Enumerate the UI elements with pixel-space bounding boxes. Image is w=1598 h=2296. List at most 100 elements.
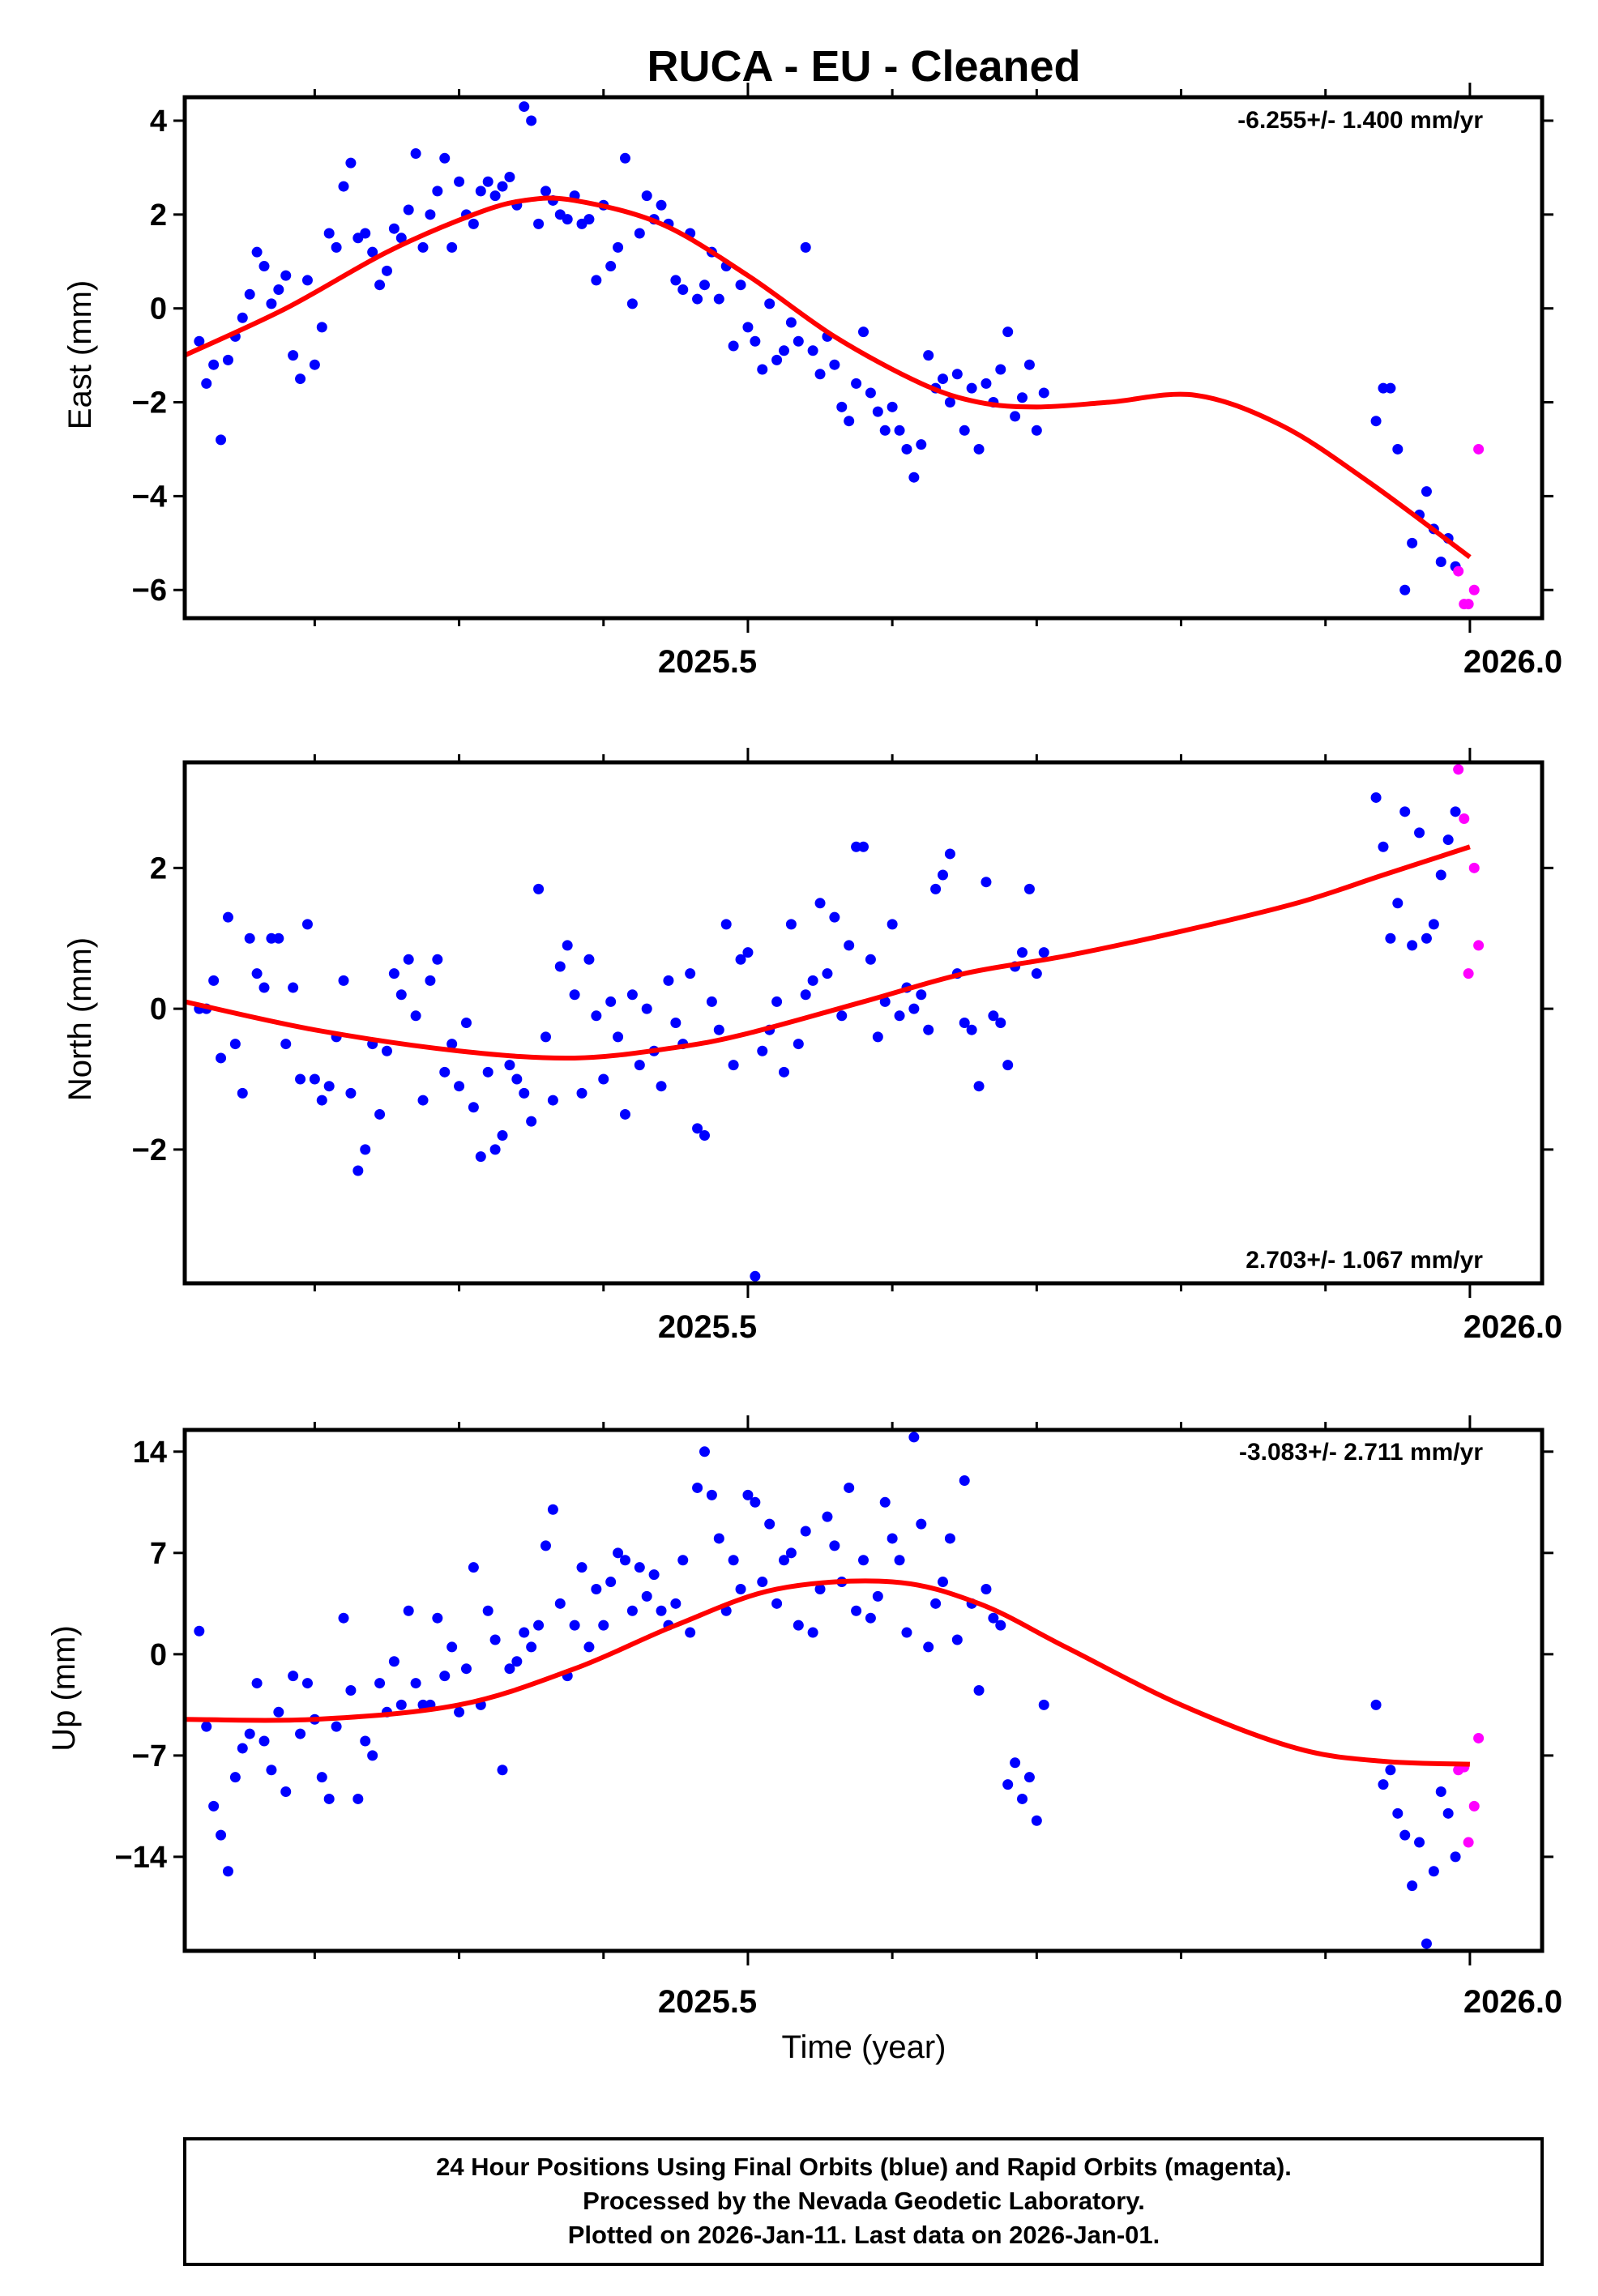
fit-curve: [185, 1578, 1470, 1767]
rate-label-north: 2.703+/- 1.067 mm/yr: [1246, 1247, 1483, 1274]
data-point-final: [626, 1605, 638, 1616]
data-point-final: [374, 1108, 386, 1120]
data-point-final: [273, 1706, 284, 1718]
data-point-final: [562, 214, 573, 225]
data-point-final: [1031, 1815, 1042, 1826]
data-point-final: [923, 1024, 934, 1035]
data-point-final: [374, 1678, 386, 1689]
data-point-final: [764, 1518, 776, 1530]
data-point-final: [1407, 1880, 1418, 1892]
data-point-final: [388, 223, 400, 234]
data-point-final: [944, 848, 955, 860]
data-point-final: [280, 1786, 292, 1798]
y-tick-label: 4: [150, 105, 167, 139]
data-point-final: [258, 982, 270, 993]
data-point-final: [367, 1750, 378, 1761]
data-point-final: [829, 359, 840, 370]
data-point-final: [836, 1010, 848, 1022]
data-point-final: [1435, 556, 1446, 567]
data-point-final: [519, 1087, 530, 1099]
data-point-final: [216, 1829, 227, 1841]
data-point-final: [1378, 841, 1389, 852]
data-point-final: [468, 1102, 479, 1113]
y-tick-label: −4: [132, 480, 167, 514]
data-point-final: [771, 1598, 783, 1609]
panel-east: East (mm) -6.255+/- 1.400 mm/yr 4 2 0 −2 −4 −…: [62, 83, 1562, 680]
data-point-final: [778, 1555, 789, 1566]
data-point-final: [981, 877, 992, 888]
data-point-final: [1031, 425, 1042, 436]
data-point-final: [750, 1270, 761, 1282]
data-point-final: [641, 1003, 652, 1014]
data-point-final: [1399, 1829, 1411, 1841]
data-point-final: [995, 1620, 1006, 1631]
data-point-final: [526, 1116, 537, 1127]
data-point-final: [352, 1165, 364, 1176]
plot-area-up: 14 7 0 −7 −14: [115, 1415, 1553, 1965]
data-point-final: [425, 975, 436, 986]
data-point-final: [973, 1685, 985, 1696]
data-point-final: [771, 996, 783, 1007]
data-point-final: [301, 1678, 313, 1689]
data-point-final: [1450, 1851, 1461, 1863]
data-point-final: [944, 1533, 955, 1544]
data-point-final: [475, 186, 486, 197]
data-point-final: [829, 911, 840, 923]
data-point-final: [497, 1130, 508, 1142]
data-point-final: [251, 968, 263, 979]
data-point-final: [454, 176, 465, 187]
data-point-final: [966, 1024, 977, 1035]
data-point-final: [800, 989, 811, 1001]
data-point-final: [814, 369, 826, 380]
data-point-final: [482, 176, 494, 187]
data-point-final: [901, 1627, 912, 1638]
data-point-final: [995, 364, 1006, 375]
x-tick-label: 2025.5: [658, 1309, 757, 1345]
data-point-final: [800, 1526, 811, 1537]
data-point-final: [988, 1010, 999, 1022]
data-point-final: [432, 1612, 443, 1624]
data-point-final: [583, 954, 595, 965]
data-point-rapid: [1463, 1837, 1474, 1848]
data-point-final: [858, 326, 869, 338]
data-point-final: [706, 996, 717, 1007]
data-point-final: [273, 284, 284, 296]
data-point-final: [938, 373, 949, 385]
data-point-final: [266, 1765, 277, 1776]
y-tick-label: −14: [115, 1841, 167, 1875]
data-point-final: [208, 359, 220, 370]
data-point-final: [360, 1144, 371, 1155]
data-point-final: [720, 919, 732, 930]
data-point-final: [613, 1547, 624, 1559]
data-point-final: [1002, 326, 1014, 338]
data-point-final: [526, 1641, 537, 1653]
data-point-final: [583, 214, 595, 225]
data-point-final: [598, 1073, 609, 1085]
data-point-final: [663, 975, 674, 986]
plot-area-north: 2 0 −2: [132, 748, 1553, 1298]
data-point-rapid: [1468, 584, 1480, 595]
data-point-final: [677, 284, 689, 296]
data-point-final: [1428, 1866, 1439, 1877]
y-tick-label: −2: [132, 1133, 167, 1167]
data-point-final: [785, 919, 797, 930]
plot-content: [185, 1432, 1485, 1949]
data-point-final: [583, 1641, 595, 1653]
data-point-final: [1023, 359, 1035, 370]
data-point-final: [425, 209, 436, 220]
x-tick-label: 2026.0: [1463, 644, 1562, 680]
data-point-final: [641, 1590, 652, 1602]
data-point-final: [237, 312, 248, 323]
data-point-final: [367, 246, 378, 258]
data-point-final: [381, 1045, 392, 1056]
data-point-final: [1010, 1757, 1021, 1769]
data-point-final: [468, 218, 479, 229]
data-point-final: [273, 932, 284, 944]
data-point-final: [1421, 932, 1432, 944]
data-point-final: [778, 1066, 789, 1078]
data-point-final: [374, 280, 386, 291]
data-point-final: [807, 975, 818, 986]
data-point-final: [670, 275, 682, 286]
data-point-final: [728, 1555, 739, 1566]
data-point-final: [938, 869, 949, 881]
